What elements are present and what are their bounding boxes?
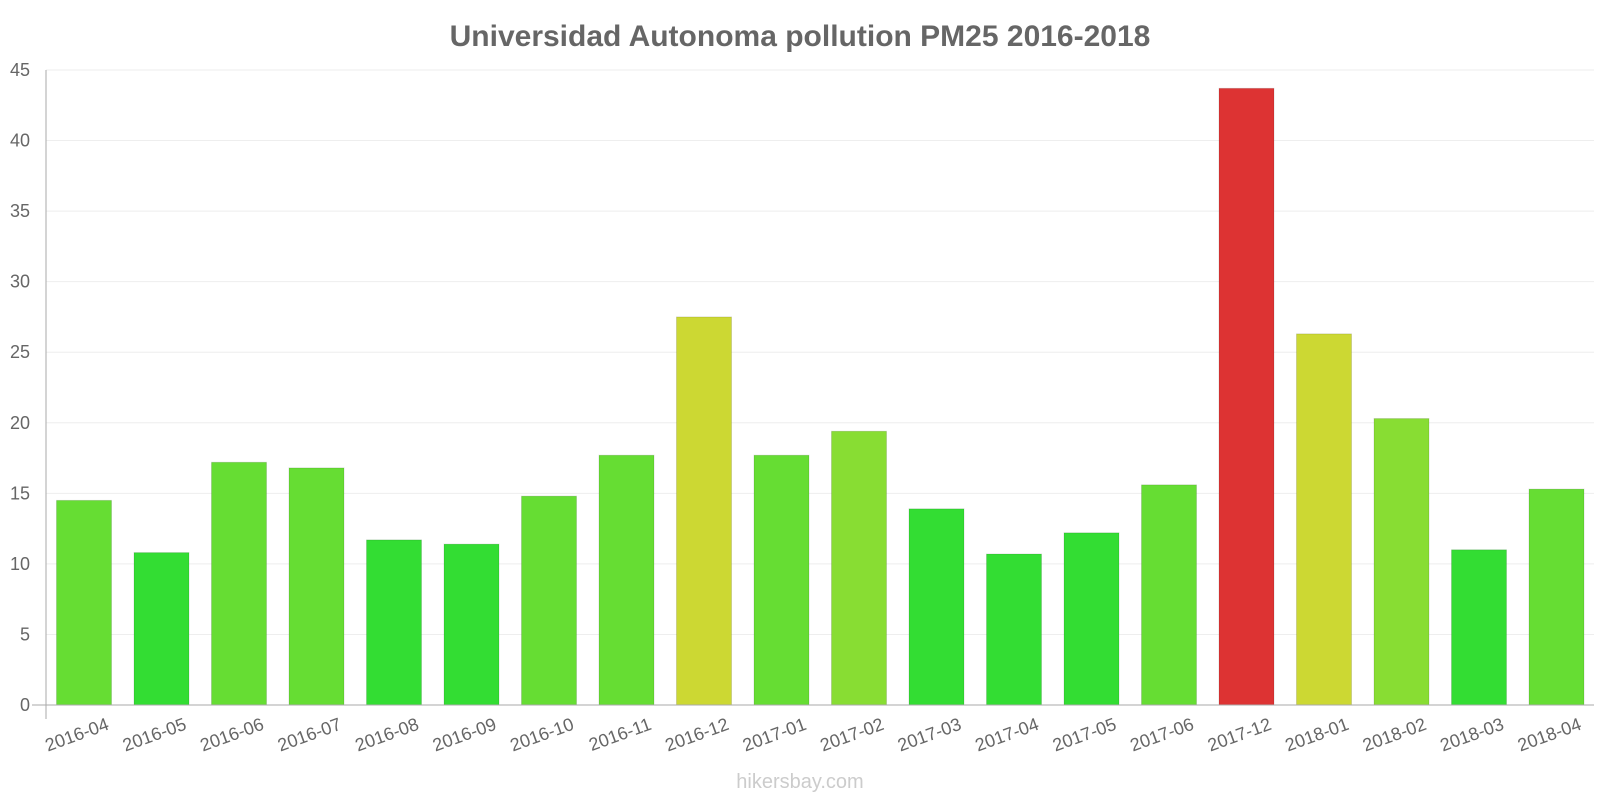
bar-2017-02[interactable] <box>831 430 887 706</box>
x-tick-label: 2017-06 <box>1127 714 1196 755</box>
bar-2017-05[interactable] <box>1063 532 1120 706</box>
x-tick-label: 2016-07 <box>275 714 344 755</box>
bar-2016-10[interactable] <box>521 495 577 706</box>
bar-2018-03[interactable] <box>1451 549 1507 706</box>
bar-2016-06[interactable] <box>211 461 267 706</box>
bar-2017-01[interactable] <box>753 454 810 706</box>
bar-2017-03[interactable] <box>908 508 965 706</box>
bar-2018-01[interactable] <box>1296 333 1352 706</box>
bar-2017-12[interactable] <box>1218 87 1275 706</box>
bar-2016-11[interactable] <box>598 454 655 706</box>
y-axis-ticks: 0 5 10 15 20 25 30 35 40 45 <box>10 60 30 715</box>
x-tick-label: 2017-05 <box>1050 714 1119 755</box>
x-tick-label: 2018-02 <box>1360 714 1429 755</box>
x-tick-label: 2018-03 <box>1437 714 1506 755</box>
y-tick-label: 25 <box>10 342 30 362</box>
x-tick-label: 2016-09 <box>430 714 499 755</box>
y-tick-label: 35 <box>10 201 30 221</box>
x-tick-label: 2016-06 <box>197 714 266 755</box>
x-tick-label: 2016-05 <box>120 714 189 755</box>
y-tick-label: 30 <box>10 272 30 292</box>
grid-lines <box>46 69 1594 635</box>
bar-2016-08[interactable] <box>366 539 422 706</box>
chart-title: Universidad Autonoma pollution PM25 2016… <box>450 20 1151 53</box>
y-tick-label: 45 <box>10 60 30 80</box>
bar-2017-06[interactable] <box>1141 484 1197 706</box>
y-tick-label: 20 <box>10 413 30 433</box>
footer-watermark: hikersbay.com <box>736 771 863 793</box>
bar-2017-04[interactable] <box>986 553 1042 706</box>
x-tick-label: 2016-04 <box>42 714 111 755</box>
x-tick-label: 2017-12 <box>1205 714 1274 755</box>
x-axis-ticks: 2016-04 2016-05 2016-06 2016-07 2016-08 2016-… <box>42 714 1583 755</box>
y-tick-label: 15 <box>10 483 30 503</box>
y-tick-label: 10 <box>10 554 30 574</box>
bar-2016-09[interactable] <box>443 543 500 706</box>
x-tick-label: 2017-01 <box>740 714 809 755</box>
bar-2016-04[interactable] <box>56 499 112 706</box>
x-tick-label: 2016-08 <box>352 714 421 755</box>
bar-2016-07[interactable] <box>288 467 345 706</box>
x-tick-label: 2017-02 <box>817 714 886 755</box>
axes <box>32 70 1594 719</box>
x-tick-label: 2016-11 <box>586 714 654 755</box>
y-tick-label: 5 <box>20 624 30 644</box>
x-tick-label: 2018-01 <box>1282 714 1351 755</box>
x-tick-label: 2017-04 <box>972 714 1041 755</box>
y-tick-label: 40 <box>10 131 30 151</box>
y-tick-label: 0 <box>20 695 30 715</box>
bars <box>56 87 1585 706</box>
bar-2018-04[interactable] <box>1528 488 1585 706</box>
x-tick-label: 2017-03 <box>895 714 964 755</box>
bar-2016-05[interactable] <box>133 552 190 706</box>
x-tick-label: 2016-10 <box>507 714 576 755</box>
bar-2018-02[interactable] <box>1373 418 1430 706</box>
x-tick-label: 2016-12 <box>662 714 731 755</box>
x-tick-label: 2018-04 <box>1515 714 1584 755</box>
bar-2016-12[interactable] <box>676 316 732 706</box>
